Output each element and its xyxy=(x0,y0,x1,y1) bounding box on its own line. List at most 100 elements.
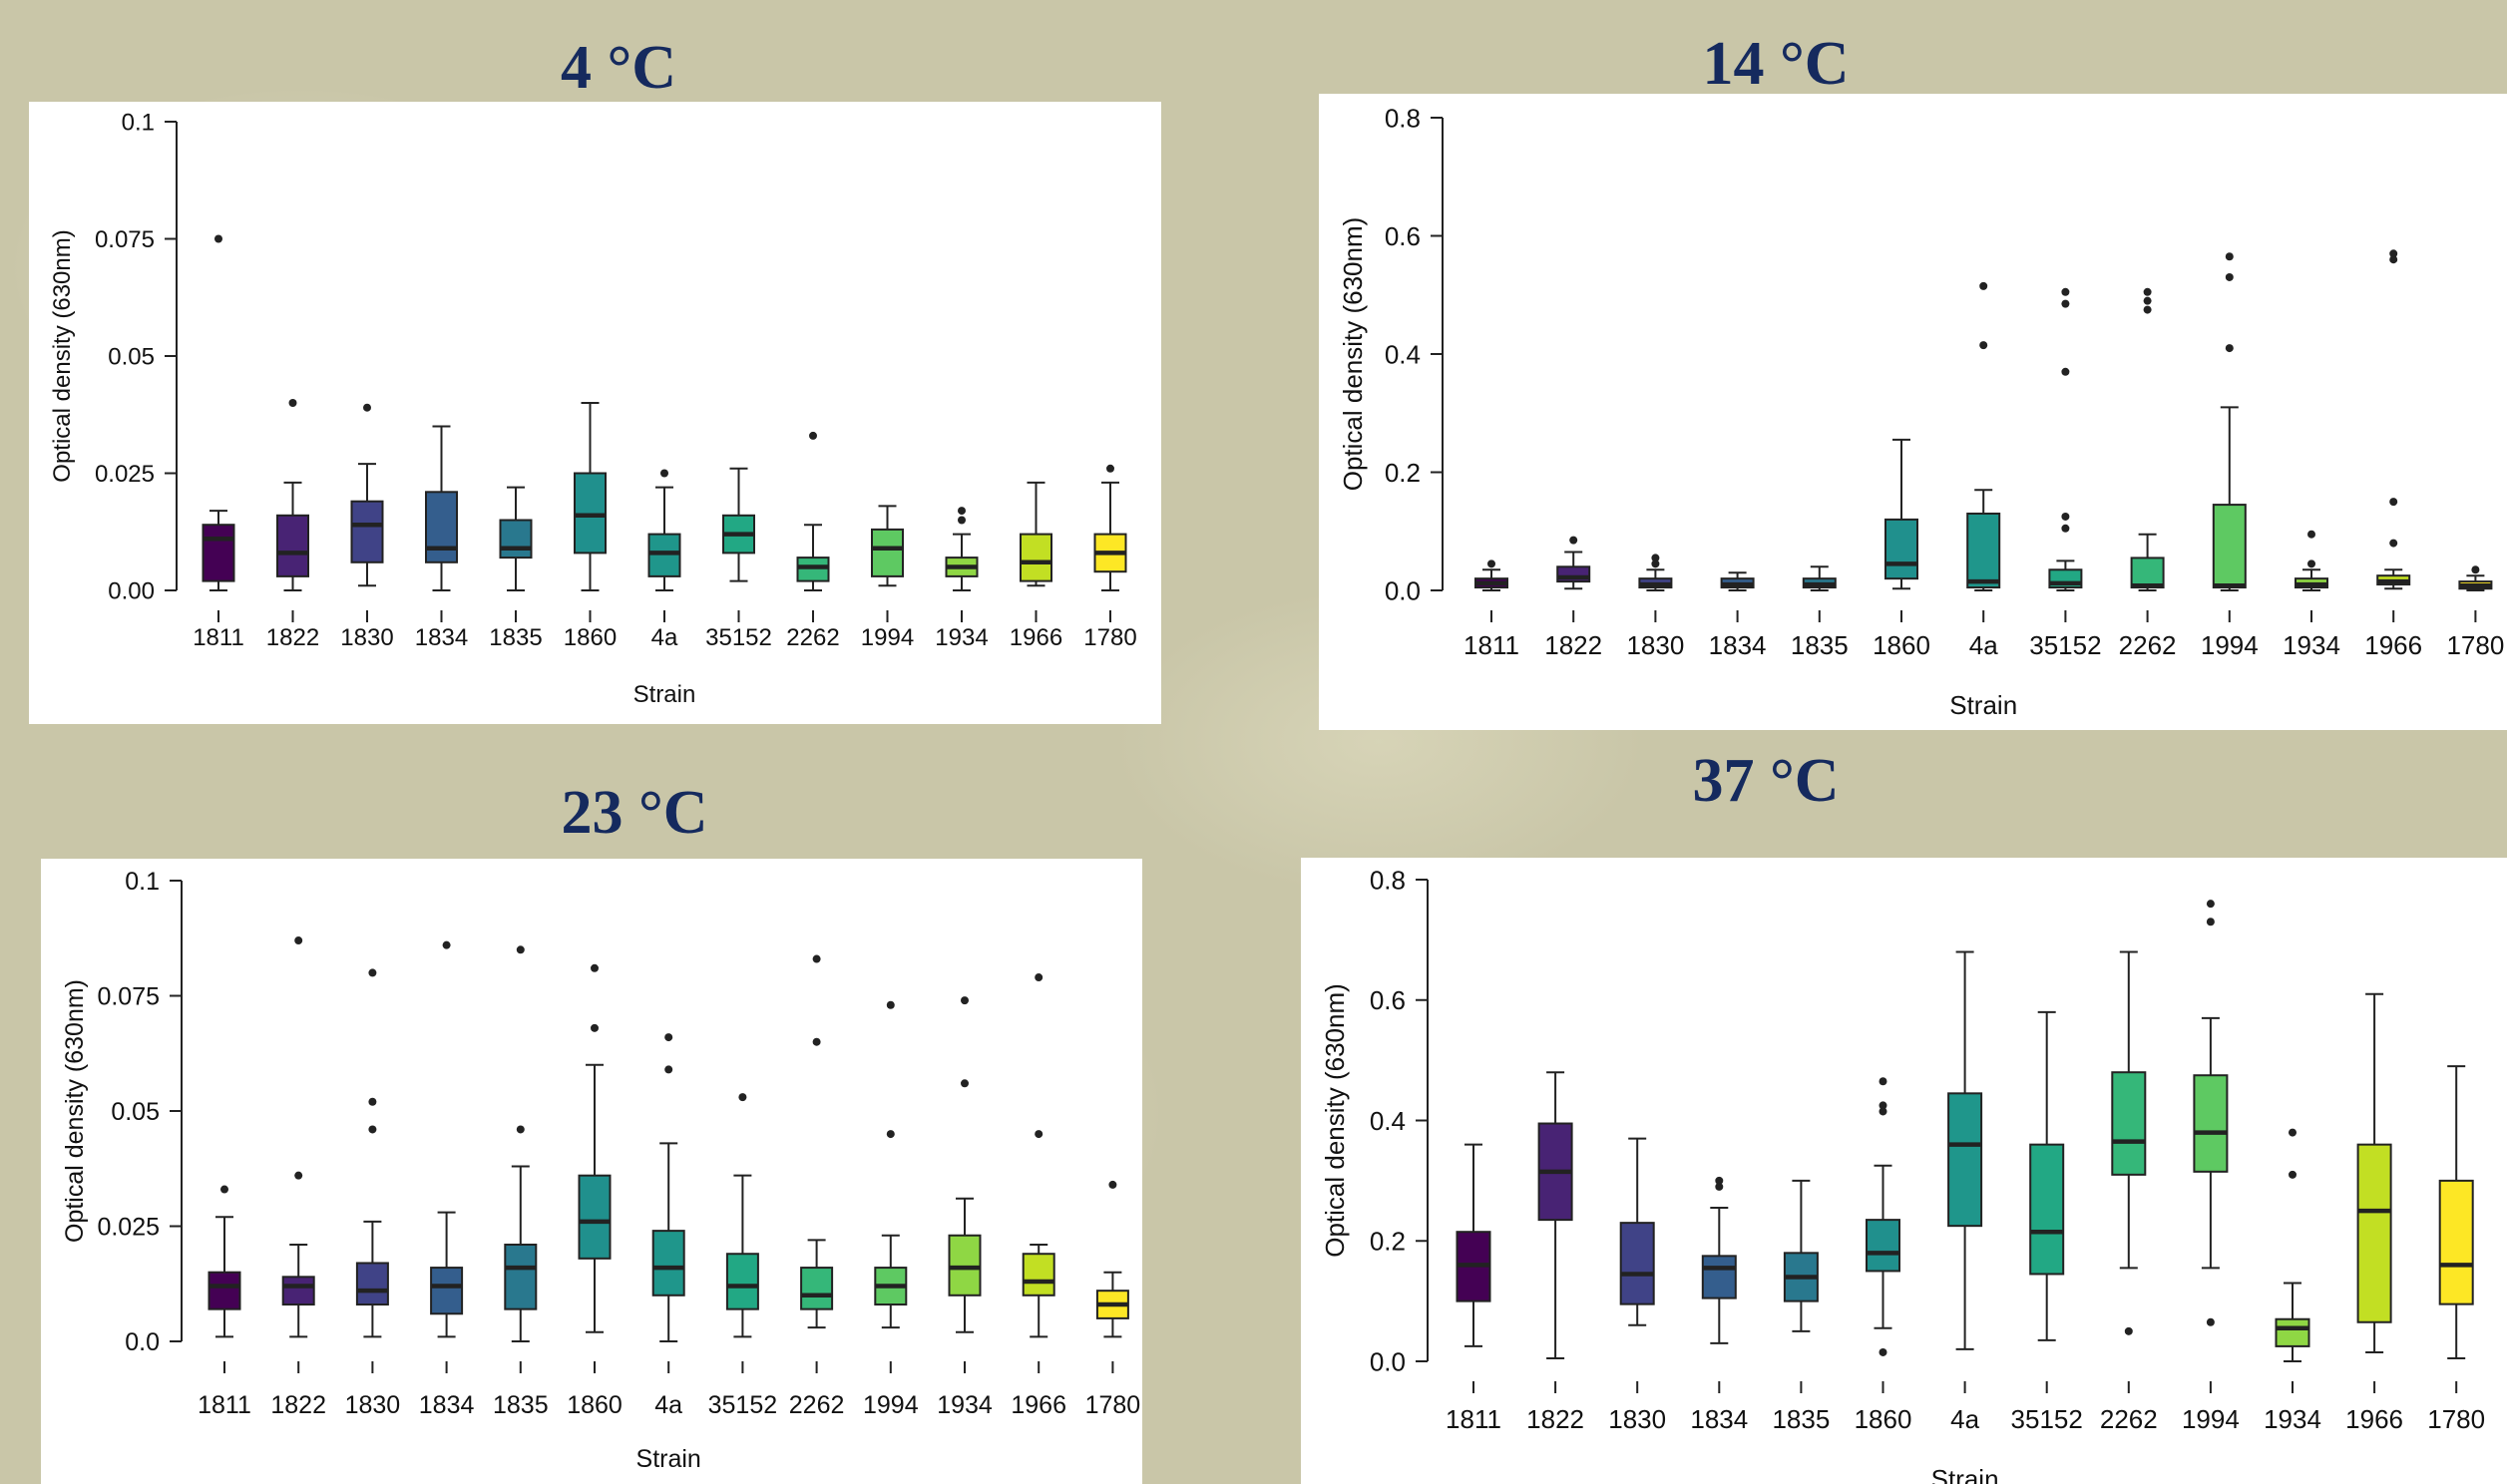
y-tick-label: 0.0 xyxy=(1370,1346,1406,1376)
box-body xyxy=(2275,1317,2310,1347)
box-35152 xyxy=(725,1093,759,1338)
chart-svg: 0.0 0.025 0.05 0.075 0.1 Optical density (630… xyxy=(61,868,1141,1473)
box-1830 xyxy=(1619,1137,1655,1326)
x-tick-label: 1860 xyxy=(567,1391,623,1419)
y-tick-label: 0.1 xyxy=(125,868,160,896)
outlier-point xyxy=(812,1037,821,1046)
box-body xyxy=(2438,1179,2474,1305)
box-1811 xyxy=(1456,1143,1491,1347)
outlier-point xyxy=(2307,559,2315,568)
x-tick-label: 1835 xyxy=(1772,1404,1830,1434)
x-tick-label: 1835 xyxy=(1791,630,1849,660)
x-axis-label: Strain xyxy=(1931,1464,1999,1484)
box-body xyxy=(871,528,904,577)
outlier-point xyxy=(516,1125,525,1134)
y-tick-label: 0.075 xyxy=(95,226,155,253)
box-1811 xyxy=(202,234,235,591)
box-1860 xyxy=(574,402,607,591)
box-body xyxy=(948,1234,982,1297)
box-body xyxy=(1884,518,1918,580)
box-35152 xyxy=(2029,1010,2065,1341)
box-1934 xyxy=(948,996,982,1333)
box-1835 xyxy=(1802,565,1837,591)
box-1966 xyxy=(1022,973,1055,1338)
y-axis-label: Optical density (630nm) xyxy=(61,979,89,1243)
box-1994 xyxy=(874,1000,908,1329)
box-body xyxy=(1947,1092,1983,1228)
outlier-point xyxy=(1487,559,1495,568)
outlier-point xyxy=(2061,299,2070,308)
box-2262 xyxy=(796,431,830,591)
box-1860 xyxy=(1884,438,1918,590)
y-tick-label: 0.2 xyxy=(1370,1227,1406,1257)
box-body xyxy=(208,1271,241,1310)
box-body xyxy=(651,1230,685,1297)
outlier-point xyxy=(1108,1180,1117,1189)
y-tick-label: 0.025 xyxy=(97,1214,160,1242)
x-tick-label: 1811 xyxy=(198,1391,251,1419)
box-body xyxy=(725,1253,759,1310)
outlier-point xyxy=(294,1171,303,1180)
box-body xyxy=(2212,504,2247,589)
x-tick-label: 1830 xyxy=(1626,630,1684,660)
outlier-point xyxy=(1979,281,1988,290)
box-1830 xyxy=(355,968,389,1338)
box-body xyxy=(2193,1074,2229,1173)
box-2262 xyxy=(800,954,834,1329)
chart-svg: 0.00 0.025 0.05 0.075 0.1 Optical density (63… xyxy=(49,110,1136,708)
x-tick-label: 1835 xyxy=(493,1391,549,1419)
outlier-point xyxy=(1879,1101,1887,1110)
x-tick-label: 1822 xyxy=(270,1391,326,1419)
y-tick-label: 0.4 xyxy=(1370,1106,1406,1136)
box-body xyxy=(430,1267,464,1315)
x-tick-label: 1780 xyxy=(1085,1391,1141,1419)
y-tick-label: 0.00 xyxy=(108,578,155,605)
x-tick-label: 1780 xyxy=(1083,624,1136,651)
box-1966 xyxy=(2376,249,2411,590)
outlier-point xyxy=(294,936,303,945)
x-tick-label: 1780 xyxy=(2427,1404,2485,1434)
outlier-point xyxy=(2061,524,2070,533)
y-tick-label: 0.05 xyxy=(111,1098,160,1126)
x-tick-label: 1811 xyxy=(193,624,244,651)
outlier-point xyxy=(958,507,966,516)
box-1835 xyxy=(504,945,538,1342)
y-tick-label: 0.0 xyxy=(1385,575,1421,605)
outlier-point xyxy=(809,431,817,440)
chart-37c: 0.0 0.2 0.4 0.6 0.8 Optical density (630nm) 18… xyxy=(1301,858,2507,1484)
outlier-point xyxy=(363,403,371,412)
box-1934 xyxy=(2275,1128,2310,1362)
box-body xyxy=(2356,1143,2392,1323)
outlier-point xyxy=(220,1185,228,1194)
x-tick-label: 1822 xyxy=(1544,630,1602,660)
chart-title-23c: 23 °C xyxy=(561,779,708,847)
outlier-point xyxy=(2389,249,2398,258)
chart-title-4c: 4 °C xyxy=(560,34,677,102)
box-35152 xyxy=(722,467,755,582)
x-tick-label: 1860 xyxy=(564,624,617,651)
box-4a xyxy=(651,1033,685,1342)
box-2262 xyxy=(2130,287,2165,591)
box-1811 xyxy=(208,1185,241,1338)
outlier-point xyxy=(2061,287,2070,296)
x-tick-label: 1835 xyxy=(489,624,542,651)
x-tick-label: 4a xyxy=(1969,630,1998,660)
x-tick-label: 1934 xyxy=(935,624,988,651)
x-tick-label: 1830 xyxy=(1608,1404,1666,1434)
y-tick-label: 0.6 xyxy=(1385,221,1421,251)
outlier-point xyxy=(2206,900,2215,909)
outlier-point xyxy=(2143,296,2152,305)
box-1934 xyxy=(945,507,979,591)
outlier-point xyxy=(958,516,966,525)
outlier-point xyxy=(2143,305,2152,314)
y-tick-label: 0.8 xyxy=(1370,865,1406,895)
outlier-point xyxy=(2124,1326,2133,1335)
box-body xyxy=(1619,1222,1655,1305)
outlier-point xyxy=(812,954,821,963)
x-tick-label: 1860 xyxy=(1855,1404,1912,1434)
box-1994 xyxy=(2193,900,2229,1326)
box-body xyxy=(796,556,830,582)
outlier-point xyxy=(1879,1347,1887,1356)
box-1822 xyxy=(281,936,315,1338)
x-tick-label: 1966 xyxy=(1010,624,1062,651)
